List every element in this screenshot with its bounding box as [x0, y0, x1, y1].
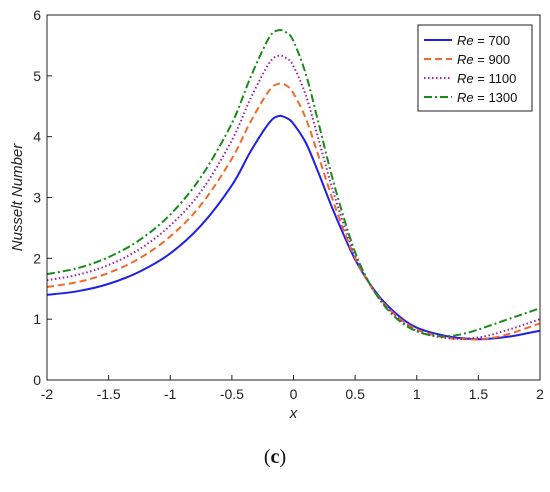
line-chart: -2 -1.5 -1 -0.5 0 0.5 1 1.5 2 0 1 2 3 4 5 6 x Nusselt N…: [9, 7, 544, 422]
legend-entry: Re = 1300: [457, 90, 517, 105]
x-tick-label: 0.5: [345, 386, 365, 402]
y-tick-label: 3: [33, 190, 41, 206]
legend-entry: Re = 700: [457, 33, 510, 48]
figure-caption: (c): [0, 446, 550, 469]
y-tick-label: 0: [33, 372, 41, 388]
y-tick-label: 2: [33, 250, 41, 266]
caption-letter: c: [270, 446, 280, 468]
legend-entry-symbol: Re: [457, 52, 474, 67]
series-layer: [46, 29, 541, 341]
caption-close-paren: ): [279, 446, 287, 468]
legend-entry-symbol: Re: [457, 71, 474, 86]
series-line-re-700: [46, 114, 541, 341]
y-tick-label: 4: [33, 129, 41, 145]
y-tick-label: 6: [33, 7, 41, 23]
series-line-re-1300: [46, 29, 541, 338]
legend-entry-value: = 700: [474, 33, 511, 48]
legend-entry-symbol: Re: [457, 90, 474, 105]
x-tick-label: 2: [536, 386, 544, 402]
x-tick-label: -1: [164, 386, 177, 402]
legend-entry: Re = 1100: [457, 71, 516, 86]
series-line-re-1100: [46, 54, 541, 340]
tick-layer: -2 -1.5 -1 -0.5 0 0.5 1 1.5 2 0 1 2 3 4 5 6: [33, 7, 544, 402]
legend-entry-value: = 1300: [474, 90, 518, 105]
series-line-re-900: [46, 82, 541, 341]
x-tick-label: -0.5: [220, 386, 244, 402]
plot-frame: [46, 14, 541, 381]
x-axis-label: x: [289, 405, 298, 422]
legend-entry: Re = 900: [457, 52, 510, 67]
x-tick-label: 0: [290, 386, 298, 402]
caption-open-paren: (: [263, 446, 271, 468]
x-tick-label: 1: [413, 386, 421, 402]
legend-entry-value: = 900: [474, 52, 511, 67]
y-tick-label: 5: [33, 68, 41, 84]
x-tick-label: -2: [41, 386, 54, 402]
x-tick-label: 1.5: [469, 386, 489, 402]
x-tick-label: -1.5: [97, 386, 121, 402]
y-axis-label: Nusselt Number: [9, 143, 26, 252]
y-tick-label: 1: [33, 311, 41, 327]
legend-entry-value: = 1100: [474, 71, 517, 86]
legend-entry-symbol: Re: [457, 33, 474, 48]
